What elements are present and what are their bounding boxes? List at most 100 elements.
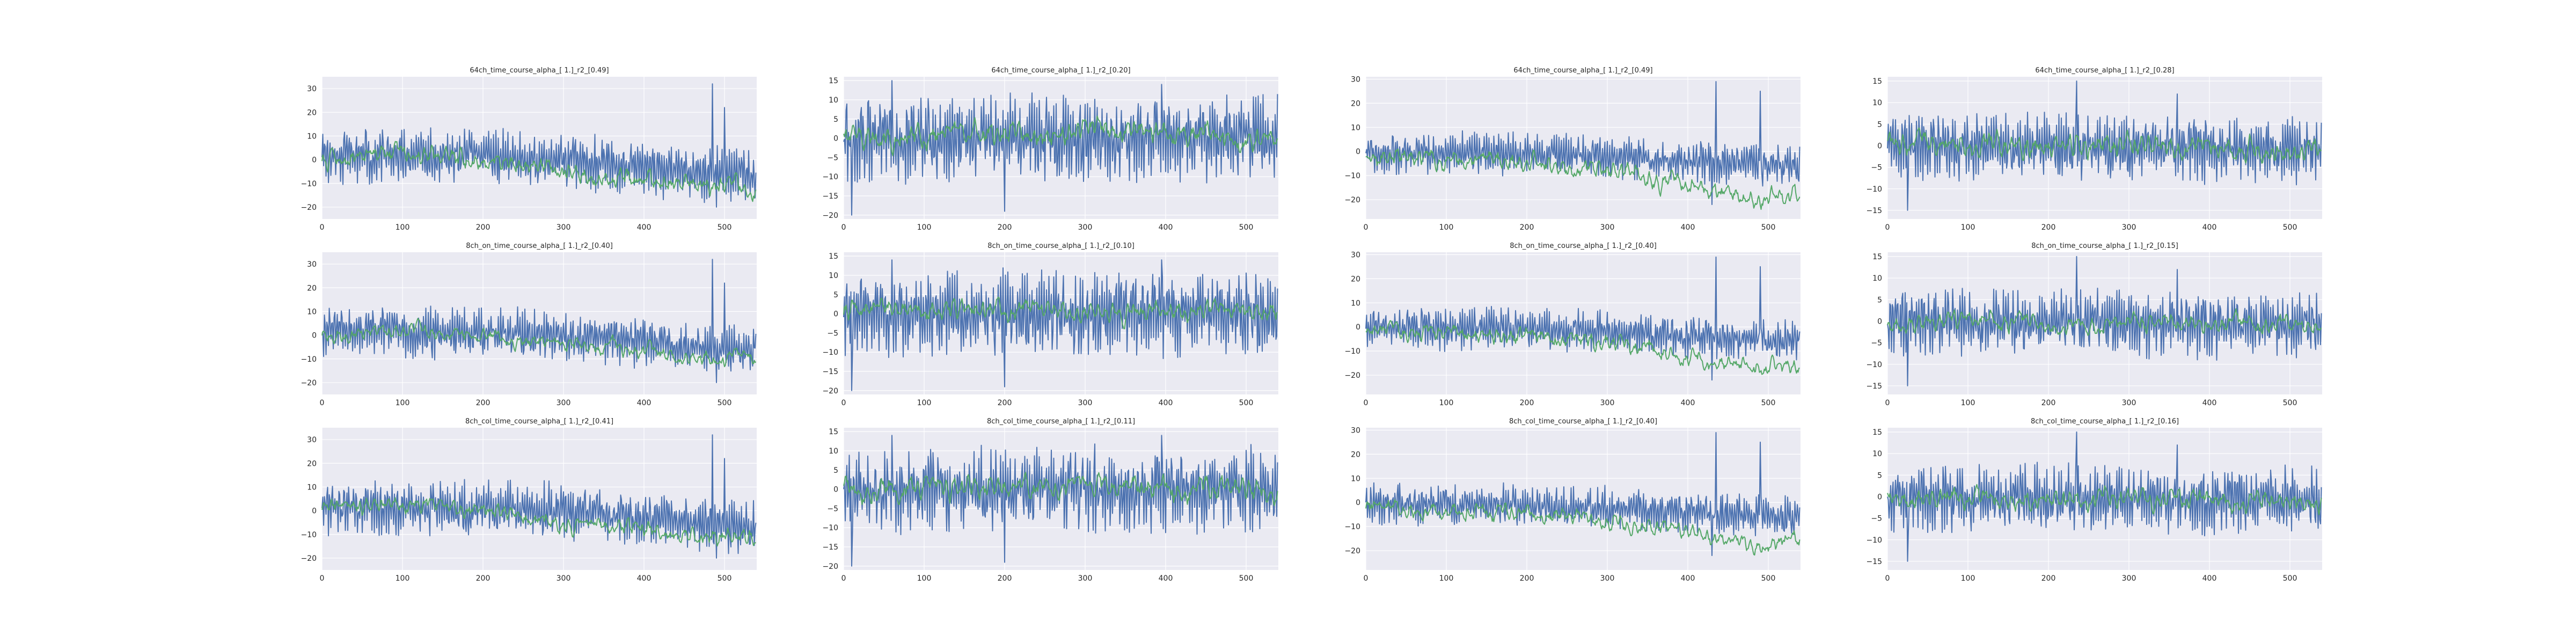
series-blue-line [843, 80, 1278, 216]
x-tick-label: 100 [917, 223, 932, 232]
subplot-title: 8ch_on_time_course_alpha_[ 1.]_r2_[0.40] [1510, 242, 1657, 250]
x-tick-label: 500 [2283, 399, 2297, 407]
x-tick-label: 0 [841, 574, 846, 583]
x-tick-label: 300 [557, 399, 571, 407]
x-tick-label: 300 [2122, 399, 2136, 407]
subplot-1: 0 100 200 300 400 500 −20 −10 0 10 20 30 64ch_time_c… [301, 67, 757, 232]
x-tick-label: 200 [476, 399, 491, 407]
x-tick-label: 400 [637, 399, 652, 407]
x-tick-label: 100 [917, 399, 932, 407]
y-tick-label: 10 [829, 96, 838, 105]
y-tick-label: −10 [822, 348, 838, 357]
y-tick-label: −15 [822, 368, 838, 376]
subplot-title: 64ch_time_course_alpha_[ 1.]_r2_[0.49] [470, 67, 609, 75]
subplot-12: 0 100 200 300 400 500 −15 −10 −5 0 5 10 15 8ch_col_ti… [1866, 418, 2322, 583]
x-tick-label: 500 [1761, 399, 1776, 407]
x-tick-label: 0 [320, 399, 325, 407]
subplot-title: 8ch_col_time_course_alpha_[ 1.]_r2_[0.11… [987, 418, 1135, 426]
x-tick-label: 400 [2202, 574, 2217, 583]
y-tick-label: 15 [829, 252, 838, 261]
subplot-title: 64ch_time_course_alpha_[ 1.]_r2_[0.20] [991, 67, 1130, 75]
x-tick-label: 300 [1078, 574, 1093, 583]
subplot-11: 0 100 200 300 400 500 −20 −10 0 10 20 30 8ch_col_tim… [1344, 418, 1801, 583]
y-tick-label: 30 [307, 260, 317, 269]
series-green-line [1887, 308, 2322, 336]
x-tick-label: 0 [841, 223, 846, 232]
x-tick-label: 500 [718, 574, 732, 583]
y-tick-label: −10 [1344, 523, 1360, 531]
x-tick-label: 200 [2041, 399, 2056, 407]
y-tick-label: −20 [301, 554, 317, 563]
y-tick-label: 10 [1351, 299, 1360, 308]
y-tick-label: −5 [827, 329, 838, 338]
y-tick-label: 5 [1877, 471, 1882, 480]
x-tick-label: 0 [320, 574, 325, 583]
x-tick-label: 100 [396, 399, 410, 407]
y-tick-label: −15 [822, 543, 838, 552]
subplot-2: 0 100 200 300 400 500 −20 −15 −10 −5 0 5 10 15 64ch_ti… [822, 67, 1278, 232]
y-tick-label: 20 [1351, 450, 1360, 459]
y-tick-label: −20 [1344, 196, 1360, 204]
y-tick-label: −10 [1866, 185, 1882, 194]
series-green-line [321, 497, 756, 547]
y-tick-label: 20 [307, 284, 317, 292]
subplot-9: 0 100 200 300 400 500 −20 −10 0 10 20 30 8ch_col_tim… [301, 418, 757, 583]
x-tick-label: 200 [998, 574, 1012, 583]
y-tick-label: 15 [1872, 253, 1882, 261]
y-tick-label: −10 [822, 173, 838, 181]
y-tick-label: 0 [1877, 493, 1882, 501]
x-tick-label: 0 [1364, 574, 1368, 583]
x-tick-label: 200 [1520, 223, 1534, 232]
x-tick-label: 300 [1600, 574, 1615, 583]
x-tick-label: 200 [476, 223, 491, 232]
y-tick-label: −20 [1344, 547, 1360, 555]
y-tick-label: 0 [1877, 142, 1882, 150]
x-tick-label: 0 [1364, 223, 1368, 232]
x-tick-label: 100 [1961, 574, 1975, 583]
series-green-line [1887, 484, 2322, 516]
y-tick-label: 0 [1356, 499, 1360, 507]
subplot-title: 64ch_time_course_alpha_[ 1.]_r2_[0.28] [2035, 67, 2174, 75]
y-tick-label: −5 [827, 153, 838, 162]
x-tick-label: 300 [2122, 574, 2136, 583]
y-tick-label: −5 [1871, 164, 1882, 172]
series-blue-line [321, 83, 757, 208]
y-tick-label: −10 [301, 180, 317, 188]
x-tick-label: 100 [1439, 223, 1454, 232]
y-tick-label: 5 [833, 115, 838, 124]
x-tick-label: 0 [1364, 399, 1368, 407]
subplot-4: 0 100 200 300 400 500 −15 −10 −5 0 5 10 15 64ch_time_… [1866, 67, 2322, 232]
x-tick-label: 200 [2041, 223, 2056, 232]
x-tick-label: 200 [1520, 399, 1534, 407]
series-blue-line [321, 259, 757, 383]
y-tick-label: 10 [1351, 474, 1360, 483]
y-tick-label: −5 [827, 504, 838, 513]
series-green-line [321, 141, 757, 202]
y-tick-label: −20 [1344, 371, 1360, 380]
series-green-line [843, 472, 1278, 506]
y-tick-label: 10 [829, 447, 838, 456]
series-blue-line [1365, 81, 1801, 206]
y-tick-label: −15 [1866, 207, 1882, 215]
x-tick-label: 100 [396, 574, 410, 583]
y-tick-label: 10 [307, 483, 317, 492]
y-tick-label: 15 [1872, 428, 1882, 437]
series-green-line [1365, 148, 1801, 210]
series-green-line [1365, 320, 1800, 375]
subplot-title: 8ch_on_time_course_alpha_[ 1.]_r2_[0.15] [2031, 242, 2178, 250]
x-tick-label: 400 [1681, 399, 1695, 407]
x-tick-label: 500 [718, 223, 732, 232]
x-tick-label: 200 [1520, 574, 1534, 583]
x-tick-label: 200 [476, 574, 491, 583]
y-tick-label: 15 [829, 77, 838, 85]
subplot-5: 0 100 200 300 400 500 −20 −10 0 10 20 30 8ch_on_time… [301, 242, 757, 407]
x-tick-label: 100 [1439, 399, 1454, 407]
y-tick-label: 0 [833, 486, 838, 494]
x-tick-label: 400 [1159, 399, 1173, 407]
series-green-line [843, 115, 1278, 156]
y-tick-label: 0 [312, 332, 317, 340]
y-tick-label: 30 [1351, 426, 1360, 435]
series-blue-line [1365, 432, 1801, 557]
x-tick-label: 0 [320, 223, 325, 232]
subplot-title: 8ch_col_time_course_alpha_[ 1.]_r2_[0.16… [2031, 418, 2179, 426]
